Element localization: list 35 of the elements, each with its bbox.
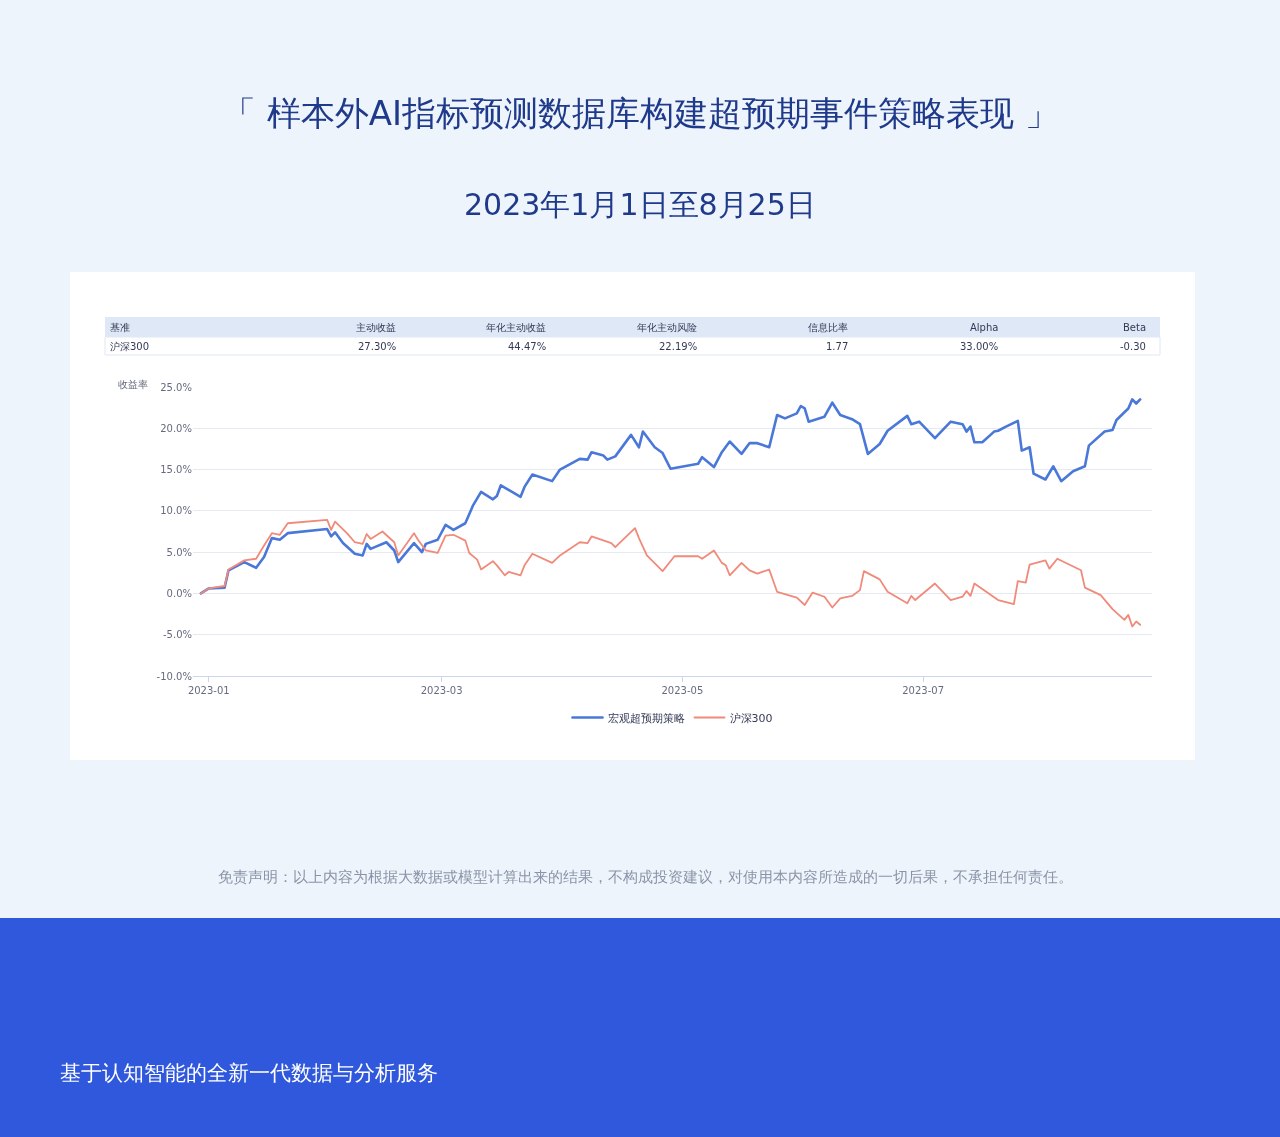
y-tick-label: -10.0%: [156, 670, 192, 682]
line-series: [199, 519, 1142, 628]
y-tick-label: 15.0%: [160, 464, 192, 476]
text: 44.47%: [508, 341, 547, 352]
y-tick-label: 0.0%: [166, 587, 192, 599]
text: 免责声明：以上内容为根据大数据或模型计算出来的结果，不构成投资建议，对使用本内容所造成的一切后果，不承担任何责任。: [218, 868, 1073, 886]
line-series: [199, 398, 1142, 595]
text: 年化主动收益: [486, 322, 546, 333]
text: 27.30%: [358, 341, 397, 352]
text: 基于认知智能的全新一代数据与分析服务: [60, 1061, 438, 1085]
text: 33.00%: [960, 341, 999, 352]
text: Beta: [1123, 322, 1147, 333]
text: Alpha: [970, 322, 999, 333]
text: -0.30: [1120, 341, 1146, 352]
y-tick-label: 25.0%: [160, 381, 192, 393]
text: 沪深300: [110, 341, 150, 352]
legend-label: 宏观超预期策略: [607, 711, 685, 725]
chart-subtitle: 2023年1月1日至8月25日: [464, 187, 816, 222]
legend-label: 沪深300: [729, 711, 773, 725]
text: 信息比率: [808, 322, 848, 333]
x-tick-label: 2023-01: [187, 685, 230, 696]
text: 基准: [110, 322, 130, 333]
text: 22.19%: [659, 341, 698, 352]
text: 主动收益: [356, 322, 396, 333]
text: 年化主动风险: [637, 322, 697, 333]
y-tick-label: 10.0%: [160, 505, 192, 517]
x-tick-label: 2023-03: [420, 685, 463, 696]
x-tick-label: 2023-07: [902, 685, 944, 696]
text: 1.77: [826, 341, 849, 352]
y-axis-title: 收益率: [118, 379, 148, 390]
y-tick-label: -5.0%: [162, 629, 192, 641]
y-tick-label: 5.0%: [166, 546, 192, 558]
chart-title: 「 样本外AI指标预测数据库构建超预期事件策略表现 」: [222, 93, 1059, 133]
x-tick-label: 2023-05: [661, 685, 704, 696]
y-tick-label: 20.0%: [160, 422, 192, 434]
